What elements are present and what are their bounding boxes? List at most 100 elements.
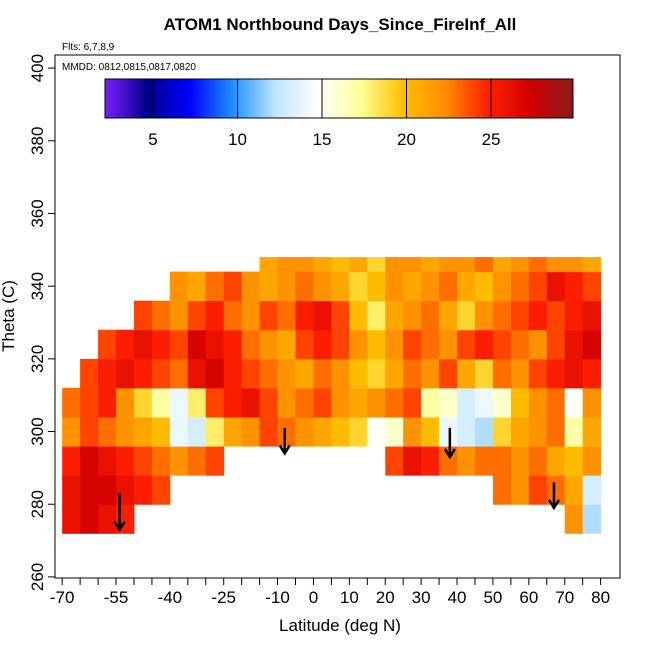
heat-cell bbox=[564, 358, 584, 389]
heat-cell bbox=[492, 257, 512, 273]
heat-cell bbox=[403, 300, 422, 331]
x-tick-label: -70 bbox=[50, 588, 75, 607]
heat-cell bbox=[582, 271, 602, 302]
heat-cell bbox=[421, 446, 440, 476]
heat-cell bbox=[331, 358, 350, 389]
heat-cell bbox=[439, 257, 458, 273]
heat-cell bbox=[439, 329, 458, 360]
heat-cell bbox=[187, 387, 207, 418]
heat-cell bbox=[421, 358, 440, 389]
heat-cell bbox=[582, 475, 602, 505]
y-axis-label: Theta (C) bbox=[0, 280, 18, 352]
heat-cell bbox=[331, 387, 350, 418]
heat-cell bbox=[546, 329, 566, 360]
y-tick-label: 320 bbox=[28, 345, 47, 373]
x-tick-label: 0 bbox=[309, 588, 318, 607]
heat-cell bbox=[223, 387, 243, 418]
heat-cell bbox=[313, 416, 332, 447]
heat-cell bbox=[80, 504, 99, 534]
heat-cell bbox=[295, 358, 314, 389]
heat-cell bbox=[528, 358, 548, 389]
heat-cell bbox=[492, 416, 512, 447]
heat-cell bbox=[295, 416, 314, 447]
x-tick-label: 60 bbox=[519, 588, 538, 607]
heat-cell bbox=[439, 387, 458, 418]
heat-cell bbox=[564, 475, 584, 505]
heat-cell bbox=[403, 416, 422, 447]
heat-cell bbox=[133, 446, 153, 476]
heat-cell bbox=[385, 387, 404, 418]
heat-cell bbox=[582, 446, 602, 476]
heat-cell bbox=[564, 416, 584, 447]
heat-cell bbox=[457, 387, 476, 418]
heat-cell bbox=[546, 475, 566, 505]
heat-cell bbox=[510, 475, 530, 505]
heat-cell bbox=[582, 329, 602, 360]
x-tick-label: -25 bbox=[211, 588, 236, 607]
heat-cell bbox=[385, 300, 404, 331]
arrow bbox=[278, 427, 291, 456]
heat-cell bbox=[151, 329, 171, 360]
heat-cell bbox=[474, 257, 494, 273]
heat-cell bbox=[439, 271, 458, 302]
x-tick-label: -40 bbox=[158, 588, 183, 607]
colorbar-tick-label: 5 bbox=[148, 130, 157, 149]
colorbar-tick-label: 15 bbox=[313, 130, 332, 149]
heat-cell bbox=[205, 387, 225, 418]
heat-cell bbox=[205, 329, 225, 360]
heat-cell bbox=[582, 504, 602, 534]
heat-cell bbox=[313, 329, 332, 360]
heat-cell bbox=[116, 358, 135, 389]
heat-cell bbox=[474, 300, 494, 331]
heat-cell bbox=[385, 358, 404, 389]
heat-cell bbox=[259, 416, 279, 447]
heat-cell bbox=[421, 271, 440, 302]
heat-cell bbox=[169, 271, 189, 302]
heat-cell bbox=[277, 271, 297, 302]
x-tick-label: 70 bbox=[555, 588, 574, 607]
heat-cell bbox=[528, 300, 548, 331]
y-tick-label: 260 bbox=[28, 563, 47, 591]
heat-cell bbox=[259, 329, 279, 360]
arrow bbox=[113, 493, 126, 533]
heat-cell bbox=[277, 387, 297, 418]
chart-title: ATOM1 Northbound Days_Since_FireInf_All bbox=[164, 15, 517, 34]
heat-cell bbox=[403, 446, 422, 476]
heat-cell bbox=[474, 358, 494, 389]
heat-cell bbox=[546, 416, 566, 447]
heat-cell bbox=[277, 329, 297, 360]
heat-cell bbox=[205, 271, 225, 302]
heat-cell bbox=[151, 358, 171, 389]
y-tick-label: 380 bbox=[28, 127, 47, 155]
heat-cell bbox=[564, 446, 584, 476]
heat-cell bbox=[80, 446, 99, 476]
heat-cell bbox=[223, 271, 243, 302]
flights-note: Flts: 6,7,8,9 bbox=[62, 42, 115, 53]
heat-cell bbox=[223, 300, 243, 331]
heat-cell bbox=[116, 329, 135, 360]
heat-cell bbox=[492, 475, 512, 505]
heat-cell bbox=[80, 387, 99, 418]
heat-cell bbox=[403, 257, 422, 273]
heat-cell bbox=[546, 300, 566, 331]
heat-cell bbox=[385, 329, 404, 360]
heat-cell bbox=[528, 329, 548, 360]
heat-cell bbox=[241, 329, 261, 360]
heat-cell bbox=[367, 387, 386, 418]
heat-cell bbox=[510, 416, 530, 447]
heat-cell bbox=[133, 358, 153, 389]
heat-cell bbox=[403, 387, 422, 418]
heat-cell bbox=[474, 387, 494, 418]
heat-cell bbox=[474, 329, 494, 360]
heat-cell bbox=[80, 416, 99, 447]
heat-cell bbox=[98, 387, 117, 418]
heat-cell bbox=[546, 387, 566, 418]
heat-cell bbox=[295, 300, 314, 331]
heat-cell bbox=[385, 271, 404, 302]
arrow bbox=[547, 482, 561, 511]
heat-cell bbox=[367, 329, 386, 360]
plot-frame bbox=[54, 54, 621, 579]
heat-cell bbox=[62, 416, 81, 447]
heat-cell bbox=[80, 358, 99, 389]
